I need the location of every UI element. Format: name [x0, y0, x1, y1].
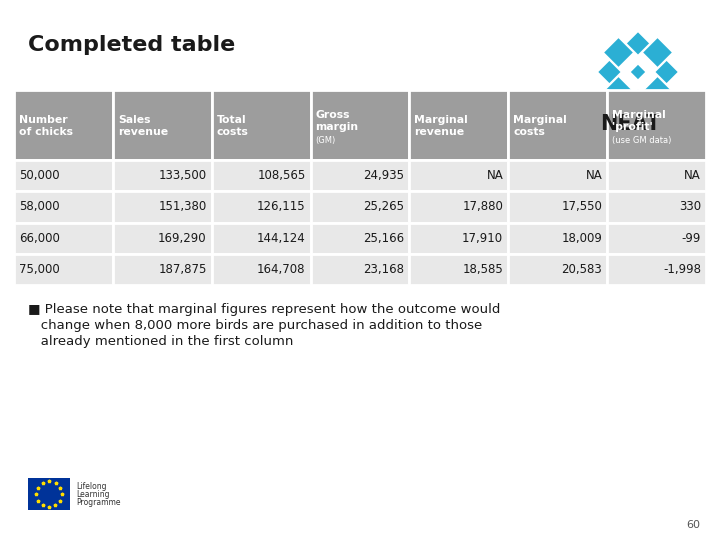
Text: 58,000: 58,000 — [19, 200, 60, 213]
Text: NA: NA — [684, 169, 701, 182]
Bar — [113, 90, 212, 160]
Bar — [508, 222, 607, 254]
Text: Completed table: Completed table — [28, 35, 235, 55]
Text: Marginal: Marginal — [513, 115, 567, 125]
Text: 'profit': 'profit' — [612, 122, 653, 132]
Bar — [410, 254, 508, 285]
Bar — [310, 90, 410, 160]
Bar — [508, 254, 607, 285]
Bar — [212, 191, 310, 222]
Text: 75,000: 75,000 — [19, 263, 60, 276]
Text: (GM): (GM) — [315, 137, 336, 145]
Polygon shape — [627, 90, 649, 112]
Text: 25,265: 25,265 — [364, 200, 405, 213]
Bar — [212, 254, 310, 285]
Text: already mentioned in the first column: already mentioned in the first column — [28, 335, 293, 348]
Text: Gross: Gross — [315, 110, 350, 120]
Text: -1,998: -1,998 — [663, 263, 701, 276]
Bar — [410, 222, 508, 254]
Text: revenue: revenue — [118, 127, 168, 137]
Text: 24,935: 24,935 — [364, 169, 405, 182]
Bar — [607, 222, 706, 254]
Bar — [113, 191, 212, 222]
Text: 164,708: 164,708 — [257, 263, 305, 276]
Text: Sales: Sales — [118, 115, 150, 125]
Text: (use GM data): (use GM data) — [612, 137, 672, 145]
Polygon shape — [655, 61, 678, 83]
Bar — [508, 160, 607, 191]
Text: 17,880: 17,880 — [462, 200, 503, 213]
Text: revenue: revenue — [415, 127, 464, 137]
Text: 187,875: 187,875 — [158, 263, 207, 276]
Text: of chicks: of chicks — [19, 127, 73, 137]
Bar — [607, 90, 706, 160]
Bar — [212, 222, 310, 254]
Text: NA: NA — [585, 169, 602, 182]
Text: Marginal: Marginal — [415, 115, 468, 125]
Bar — [410, 160, 508, 191]
Bar — [310, 254, 410, 285]
Polygon shape — [624, 58, 652, 86]
Bar — [14, 90, 113, 160]
Text: 25,166: 25,166 — [364, 232, 405, 245]
Text: NA: NA — [487, 169, 503, 182]
Text: Learning: Learning — [76, 490, 109, 499]
Bar — [310, 191, 410, 222]
Polygon shape — [598, 61, 621, 83]
Polygon shape — [604, 38, 633, 67]
Text: 18,009: 18,009 — [562, 232, 602, 245]
Bar — [607, 160, 706, 191]
Text: 151,380: 151,380 — [158, 200, 207, 213]
Bar — [14, 160, 113, 191]
Text: ■ Please note that marginal figures represent how the outcome would: ■ Please note that marginal figures repr… — [28, 303, 500, 316]
Polygon shape — [643, 77, 672, 106]
Bar — [14, 254, 113, 285]
Text: 330: 330 — [679, 200, 701, 213]
Text: Total: Total — [217, 115, 246, 125]
Bar — [212, 160, 310, 191]
Text: margin: margin — [315, 122, 359, 132]
Text: -99: -99 — [682, 232, 701, 245]
Text: 23,168: 23,168 — [364, 263, 405, 276]
Bar — [212, 90, 310, 160]
Polygon shape — [631, 65, 645, 79]
Text: 126,115: 126,115 — [257, 200, 305, 213]
Bar — [607, 254, 706, 285]
Bar — [14, 222, 113, 254]
Bar — [113, 254, 212, 285]
Bar — [28, 478, 70, 510]
Text: Lifelong: Lifelong — [76, 482, 107, 491]
Text: 60: 60 — [686, 520, 700, 530]
Bar — [310, 222, 410, 254]
Text: 17,550: 17,550 — [562, 200, 602, 213]
Text: Programme: Programme — [76, 498, 120, 507]
Bar — [508, 191, 607, 222]
Text: 17,910: 17,910 — [462, 232, 503, 245]
Bar — [410, 90, 508, 160]
Text: 144,124: 144,124 — [257, 232, 305, 245]
Text: change when 8,000 more birds are purchased in addition to those: change when 8,000 more birds are purchas… — [28, 319, 482, 332]
Bar — [113, 222, 212, 254]
Text: 50,000: 50,000 — [19, 169, 60, 182]
Text: 169,290: 169,290 — [158, 232, 207, 245]
Polygon shape — [627, 32, 649, 55]
Text: costs: costs — [217, 127, 248, 137]
Text: Number: Number — [19, 115, 68, 125]
Text: Marginal: Marginal — [612, 110, 666, 120]
Bar — [410, 191, 508, 222]
Bar — [310, 160, 410, 191]
Text: 20,583: 20,583 — [562, 263, 602, 276]
Bar — [607, 191, 706, 222]
Text: 108,565: 108,565 — [257, 169, 305, 182]
Text: 18,585: 18,585 — [462, 263, 503, 276]
Bar — [14, 191, 113, 222]
Polygon shape — [643, 38, 672, 67]
Text: 66,000: 66,000 — [19, 232, 60, 245]
Text: costs: costs — [513, 127, 545, 137]
Polygon shape — [604, 77, 633, 106]
Bar — [113, 160, 212, 191]
Text: 133,500: 133,500 — [158, 169, 207, 182]
Text: NEAT: NEAT — [600, 114, 660, 134]
Bar — [508, 90, 607, 160]
